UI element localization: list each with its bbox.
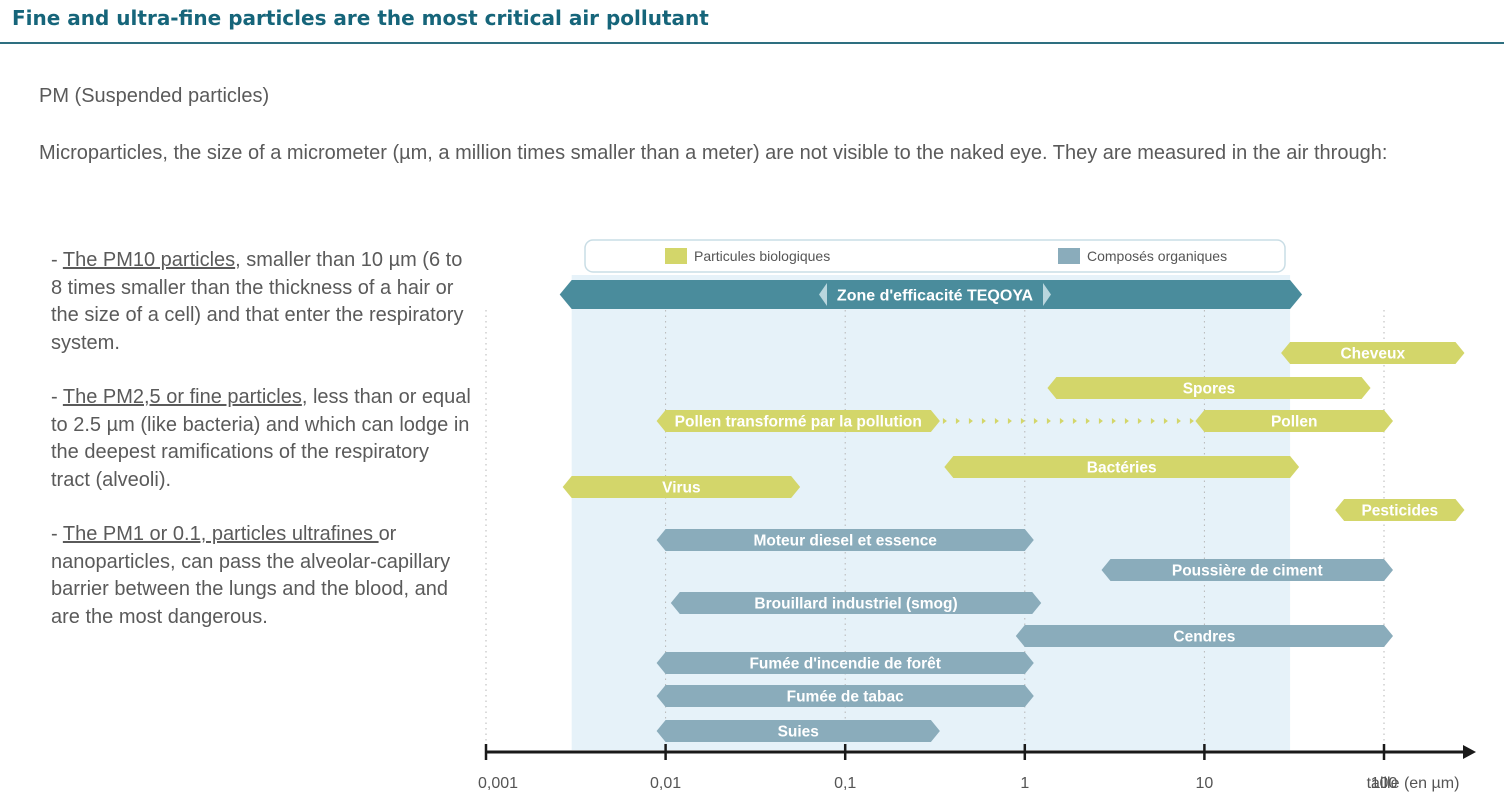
pollen-link-arrow bbox=[1124, 418, 1129, 424]
range-bar bbox=[1281, 342, 1465, 364]
intro-paragraph: Microparticles, the size of a micrometer… bbox=[39, 142, 1388, 164]
page-title: Fine and ultra-fine particles are the mo… bbox=[12, 6, 709, 30]
range-bar-label: Pollen transformé par la pollution bbox=[675, 414, 922, 431]
range-bar-label: Cheveux bbox=[1340, 346, 1405, 363]
x-tick-label: 0,01 bbox=[650, 775, 681, 792]
range-bar-label: Suies bbox=[778, 724, 819, 741]
efficiency-zone-bar bbox=[559, 280, 1303, 309]
pm1-bullet: - The PM1 or 0.1, particles ultrafines o… bbox=[51, 521, 471, 631]
range-bar-label: Pollen bbox=[1271, 414, 1318, 431]
range-bar bbox=[656, 685, 1034, 707]
pollen-link-arrow bbox=[1098, 418, 1103, 424]
range-bar bbox=[1195, 410, 1393, 432]
legend-swatch-organic bbox=[1058, 248, 1080, 264]
pollen-link-arrow bbox=[1046, 418, 1051, 424]
x-tick-label: 100 bbox=[1371, 775, 1398, 792]
pollen-link-arrow bbox=[1033, 418, 1038, 424]
range-bar bbox=[656, 652, 1034, 674]
particle-size-chart: Particules biologiques Composés organiqu… bbox=[478, 239, 1476, 792]
efficiency-zone-label: Zone d'efficacité TEQOYA bbox=[837, 288, 1034, 305]
pollen-link-arrow bbox=[1189, 418, 1194, 424]
pm25-text: , less than or equal to 2.5 µm (like bac… bbox=[51, 386, 471, 491]
pm1-link[interactable]: The PM1 or 0.1, particles ultrafines bbox=[62, 523, 379, 545]
pollen-link-arrow bbox=[1176, 418, 1181, 424]
x-tick-label: 1 bbox=[1020, 775, 1029, 792]
pm25-link[interactable]: The PM2,5 or fine particles bbox=[62, 386, 302, 408]
range-bar bbox=[1015, 625, 1393, 647]
zone-chevron-right bbox=[1043, 283, 1051, 306]
pm10-link[interactable]: The PM10 particles bbox=[62, 249, 236, 271]
bullet-dash: - bbox=[51, 523, 63, 545]
range-bar-label: Brouillard industriel (smog) bbox=[754, 596, 957, 613]
pollen-link-arrow bbox=[1150, 418, 1155, 424]
x-tick-label: 0,001 bbox=[478, 775, 518, 792]
range-bar bbox=[656, 529, 1034, 551]
legend-swatch-biological bbox=[665, 248, 687, 264]
pollen-link-arrow bbox=[1059, 418, 1064, 424]
range-bar bbox=[670, 592, 1042, 614]
pollen-link-arrow bbox=[942, 418, 947, 424]
range-bar-label: Fumée de tabac bbox=[787, 689, 905, 706]
x-tick-label: 10 bbox=[1196, 775, 1214, 792]
pollen-link-arrow bbox=[955, 418, 960, 424]
x-axis-arrowhead bbox=[1463, 745, 1476, 759]
x-axis-label: taille (en µm) bbox=[1367, 775, 1460, 792]
chart-legend: Particules biologiques Composés organiqu… bbox=[584, 239, 1286, 273]
efficiency-zone-area bbox=[571, 275, 1291, 750]
pollen-link-arrow bbox=[968, 418, 973, 424]
pm10-text: , smaller than 10 µm (6 to 8 times small… bbox=[51, 249, 464, 354]
page-header: Fine and ultra-fine particles are the mo… bbox=[0, 0, 1504, 44]
range-bar-label: Spores bbox=[1183, 381, 1236, 398]
legend-label-biological: Particules biologiques bbox=[694, 248, 830, 264]
range-bar bbox=[1101, 559, 1393, 581]
pollen-link-arrow bbox=[994, 418, 999, 424]
range-bar-label: Cendres bbox=[1173, 629, 1235, 646]
x-tick-label: 0,1 bbox=[834, 775, 856, 792]
pollen-link-arrow bbox=[981, 418, 986, 424]
range-bar-label: Bactéries bbox=[1087, 460, 1157, 477]
pollen-link-arrow bbox=[1007, 418, 1012, 424]
range-bar bbox=[656, 720, 940, 742]
pm-bullet-list: - The PM10 particles, smaller than 10 µm… bbox=[51, 247, 471, 658]
legend-label-organic: Composés organiques bbox=[1087, 248, 1227, 264]
pm10-bullet: - The PM10 particles, smaller than 10 µm… bbox=[51, 247, 471, 357]
pm-heading: PM (Suspended particles) bbox=[39, 85, 270, 107]
pollen-link-arrow bbox=[1085, 418, 1090, 424]
pollen-link-arrow bbox=[1020, 418, 1025, 424]
pollen-link-arrow bbox=[1072, 418, 1077, 424]
pm25-bullet: - The PM2,5 or fine particles, less than… bbox=[51, 384, 471, 494]
zone-chevron-left bbox=[819, 283, 827, 306]
range-bar-label: Moteur diesel et essence bbox=[753, 533, 937, 550]
pollen-link-arrow bbox=[1111, 418, 1116, 424]
bullet-dash: - bbox=[51, 249, 63, 271]
range-bar bbox=[1047, 377, 1371, 399]
bullet-dash: - bbox=[51, 386, 63, 408]
range-bar-label: Poussière de ciment bbox=[1172, 563, 1323, 580]
range-bar bbox=[656, 410, 940, 432]
pm1-text: or nanoparticles, can pass the alveolar-… bbox=[51, 523, 451, 628]
range-bar-label: Pesticides bbox=[1361, 503, 1438, 520]
range-bar bbox=[944, 456, 1300, 478]
pollen-link-arrow bbox=[1163, 418, 1168, 424]
range-bar-label: Virus bbox=[662, 480, 701, 497]
pollen-link-arrow bbox=[1137, 418, 1142, 424]
range-bar bbox=[562, 476, 801, 498]
range-bar bbox=[1335, 499, 1465, 521]
range-bar-label: Fumée d'incendie de forêt bbox=[749, 656, 940, 673]
